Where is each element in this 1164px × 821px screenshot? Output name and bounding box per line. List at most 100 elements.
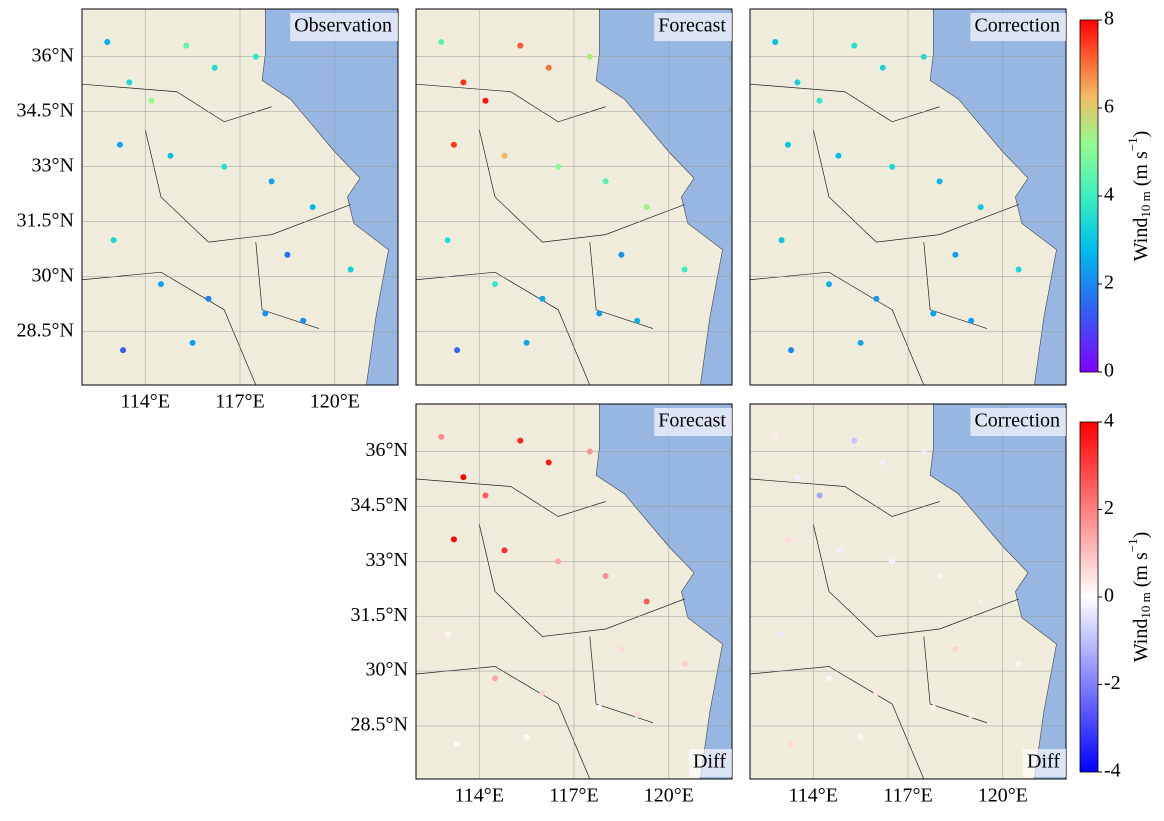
station-point <box>450 141 457 148</box>
panel-label: Forecast <box>658 15 726 37</box>
station-point <box>634 711 641 718</box>
station-point <box>772 433 779 440</box>
station-point <box>851 437 858 444</box>
station-point <box>545 459 552 466</box>
station-point <box>634 317 641 324</box>
lon-tick-label: 114°E <box>788 785 837 807</box>
station-point <box>438 39 445 46</box>
station-point <box>618 646 625 653</box>
lat-tick-label: 34.5°N <box>17 99 74 121</box>
label-box <box>654 13 732 41</box>
label-part: (m s <box>1130 151 1152 191</box>
station-point <box>126 79 133 86</box>
station-point <box>205 295 212 302</box>
lat-tick-label: 33°N <box>32 154 74 176</box>
sea <box>595 9 732 385</box>
label-box <box>1023 749 1066 777</box>
station-point <box>778 631 785 638</box>
lat-tick-label: 34.5°N <box>351 494 408 516</box>
station-point <box>778 237 785 244</box>
station-point <box>857 339 864 346</box>
lon-tick-label: 117°E <box>215 391 264 413</box>
province-borders <box>750 83 1019 385</box>
station-point <box>268 178 275 185</box>
station-point <box>110 237 117 244</box>
station-point <box>167 152 174 159</box>
label-part: (m s <box>1130 552 1152 592</box>
station-point <box>555 163 562 170</box>
colorbar-tick-label: -2 <box>1104 672 1121 694</box>
station-point <box>482 492 489 499</box>
colorbar <box>1079 421 1099 773</box>
station-point <box>596 704 603 711</box>
station-point <box>816 492 823 499</box>
station-point <box>920 53 927 60</box>
station-point <box>930 310 937 317</box>
station-point <box>120 347 127 354</box>
sea <box>261 9 398 385</box>
station-point <box>284 251 291 258</box>
station-point <box>851 42 858 49</box>
lat-tick-label: 31.5°N <box>351 604 408 626</box>
lat-tick-label: 28.5°N <box>17 319 74 341</box>
map-panel <box>416 9 732 385</box>
station-point <box>681 266 688 273</box>
label-box <box>654 408 732 436</box>
panel-label: Diff <box>693 751 726 773</box>
colorbar-tick-label: -4 <box>1104 760 1121 782</box>
colorbar-tick-label: 6 <box>1104 96 1114 118</box>
panel-frame <box>415 8 733 386</box>
panel-frame <box>81 8 399 386</box>
station-point <box>835 547 842 554</box>
station-point <box>968 317 975 324</box>
panel-frame <box>415 403 733 780</box>
station-point <box>460 474 467 481</box>
province-borders <box>416 478 685 779</box>
station-point <box>555 558 562 565</box>
label-sub: 10 m <box>1138 191 1153 217</box>
lat-tick-label: 28.5°N <box>351 714 408 736</box>
label-box <box>970 13 1066 41</box>
colorbar-tick-label: 2 <box>1104 272 1114 294</box>
label-box <box>970 408 1066 436</box>
station-point <box>873 295 880 302</box>
station-point <box>784 141 791 148</box>
panel-label: Forecast <box>658 410 726 432</box>
station-point <box>523 339 530 346</box>
station-point <box>539 295 546 302</box>
station-point <box>116 141 123 148</box>
colorbar-tick-label: 0 <box>1104 585 1114 607</box>
station-point <box>816 97 823 104</box>
colorbar-tick-label: 2 <box>1104 497 1114 519</box>
station-point <box>450 536 457 543</box>
station-point <box>586 53 593 60</box>
label-sup: −1 <box>1125 137 1140 151</box>
station-point <box>545 64 552 71</box>
sea <box>929 404 1066 779</box>
station-point <box>930 704 937 711</box>
lat-tick-label: 30°N <box>366 659 408 681</box>
station-point <box>148 97 155 104</box>
lon-tick-label: 117°E <box>883 785 932 807</box>
station-point <box>643 204 650 211</box>
station-point <box>347 266 354 273</box>
panel-frame <box>749 403 1067 780</box>
station-point <box>879 459 886 466</box>
station-point <box>788 347 795 354</box>
lon-tick-label: 117°E <box>549 785 598 807</box>
province-borders <box>750 478 1019 779</box>
station-point <box>835 152 842 159</box>
station-point <box>501 152 508 159</box>
station-point <box>936 178 943 185</box>
station-point <box>438 433 445 440</box>
map-panel <box>416 404 732 779</box>
station-point <box>1015 266 1022 273</box>
station-point <box>501 547 508 554</box>
station-point <box>492 675 498 682</box>
station-point <box>857 733 864 740</box>
station-point <box>826 281 832 288</box>
station-point <box>586 448 593 455</box>
sea <box>929 9 1066 385</box>
station-point <box>681 660 688 667</box>
